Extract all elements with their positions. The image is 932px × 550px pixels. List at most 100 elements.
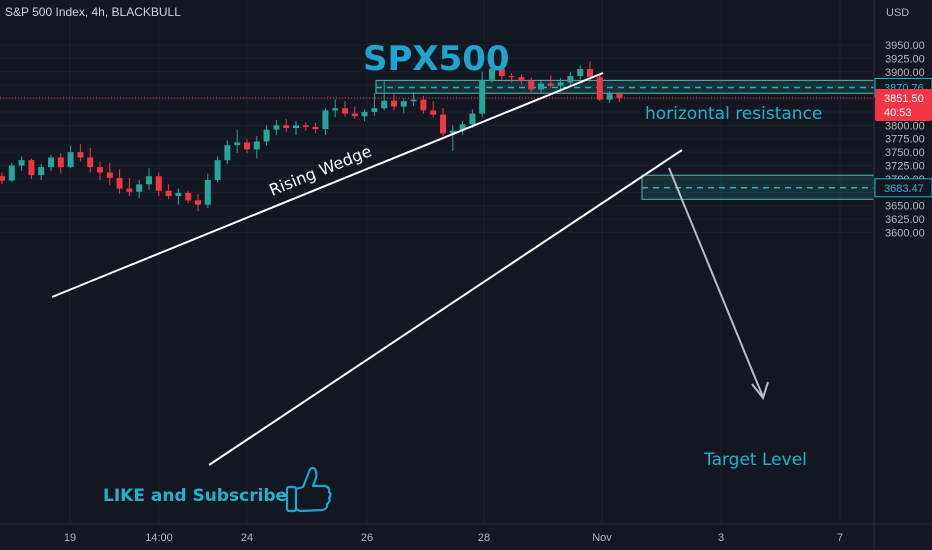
candle (547, 75, 554, 88)
candle (136, 179, 143, 199)
candle (155, 172, 162, 197)
candle (0, 172, 5, 185)
candle (489, 63, 495, 83)
candle (312, 122, 319, 134)
candle (67, 145, 74, 169)
candle (175, 188, 182, 205)
y-tick-label: 3625.00 (885, 214, 925, 226)
candle (479, 71, 486, 118)
candle (126, 177, 133, 197)
candle (244, 138, 250, 154)
candle (400, 98, 407, 114)
candle (459, 121, 466, 135)
candle (498, 65, 505, 80)
candle (273, 119, 280, 135)
x-tick-label: Nov (592, 532, 612, 544)
candle (587, 61, 593, 79)
candle (528, 77, 535, 93)
y-tick-label: 3900.00 (885, 67, 925, 79)
x-tick-label: 19 (64, 532, 76, 544)
candle (322, 108, 329, 135)
y-tick-label: 3800.00 (885, 120, 925, 132)
candle (616, 92, 623, 102)
candle (146, 168, 152, 190)
thumbs-up-icon (285, 466, 332, 513)
currency-label: USD (886, 7, 909, 19)
grid (0, 0, 874, 524)
upper-wedge-line (51, 72, 604, 298)
candle (283, 118, 290, 132)
candle (57, 153, 64, 174)
x-tick-label: 7 (837, 532, 843, 544)
candle (97, 161, 103, 180)
candle (87, 147, 94, 173)
target-price-badge (874, 178, 932, 198)
resistance-label: horizontal resistance (645, 104, 822, 124)
candle (538, 79, 544, 94)
candle (214, 156, 221, 183)
candle (253, 136, 260, 159)
symbol-title: S&P 500 Index, 4h, BLACKBULL (5, 5, 181, 19)
candle (8, 162, 15, 183)
candle (28, 158, 35, 179)
candle (302, 122, 309, 131)
target-label: Target Level (703, 450, 807, 470)
y-tick-label: 3750.00 (885, 147, 925, 159)
candle (106, 162, 113, 186)
bar-countdown: 40:53 (884, 107, 912, 119)
projection-arrow (668, 167, 764, 398)
x-tick-label: 14:00 (145, 532, 173, 544)
candle (381, 81, 388, 111)
candles (0, 61, 623, 212)
candle (577, 65, 584, 80)
candle (361, 109, 368, 122)
candle (449, 125, 456, 152)
candle (48, 154, 54, 171)
candle (440, 108, 446, 137)
candle (567, 71, 574, 87)
x-tick-label: 24 (241, 532, 253, 544)
candle (371, 93, 378, 116)
x-tick-label: 26 (361, 532, 373, 544)
candle (293, 121, 299, 135)
y-tick-label: 3950.00 (885, 40, 925, 52)
candle (165, 184, 172, 200)
candle (518, 74, 525, 85)
pattern-label: Rising Wedge (266, 141, 374, 199)
candle (420, 95, 427, 114)
lower-wedge-line (208, 149, 683, 466)
candle (342, 101, 348, 117)
candle (38, 163, 45, 180)
candle (116, 169, 123, 194)
y-tick-label: 3725.00 (885, 161, 925, 173)
candle (596, 74, 603, 102)
candle (263, 125, 270, 146)
y-tick-label: 3600.00 (885, 227, 925, 239)
candle (351, 106, 358, 119)
candle (234, 129, 241, 154)
last-price-value: 3851.50 (884, 93, 924, 105)
candle (469, 109, 476, 129)
candle (606, 91, 613, 103)
candle (508, 72, 515, 83)
chart-title: SPX500 (363, 39, 510, 79)
projection-arrowhead (751, 381, 769, 401)
candle (557, 78, 564, 91)
candle (332, 99, 339, 118)
candle (410, 92, 417, 107)
trendlines (51, 72, 769, 466)
x-tick-label: 28 (478, 532, 490, 544)
candle (204, 173, 211, 208)
candle (18, 156, 25, 171)
last-price-badge (875, 89, 932, 122)
candle (224, 140, 231, 164)
y-tick-label: 3650.00 (885, 201, 925, 213)
x-tick-label: 3 (718, 532, 724, 544)
candle (195, 193, 201, 212)
cta-label: LIKE and Subscribe (103, 486, 287, 506)
candle (185, 190, 192, 204)
candle (77, 144, 84, 162)
y-tick-label: 3925.00 (885, 53, 925, 65)
